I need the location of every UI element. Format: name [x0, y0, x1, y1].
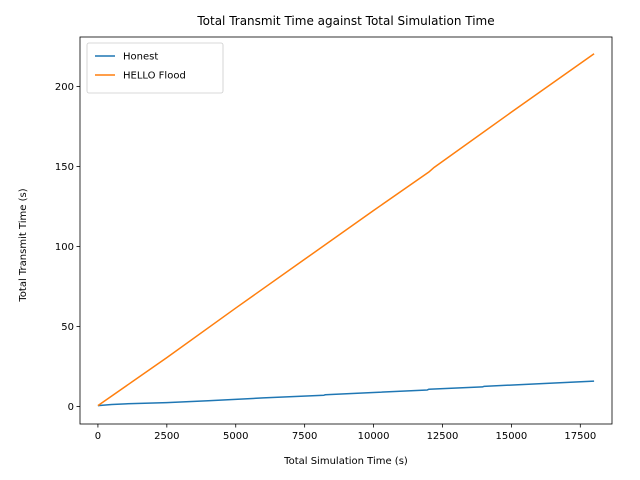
- series-line-honest: [97, 380, 595, 407]
- legend-label: HELLO Flood: [123, 71, 186, 82]
- x-tick-label: 17500: [564, 431, 596, 442]
- y-axis-label: Total Transmit Time (s): [18, 188, 29, 302]
- plot-area: 0 2500 5000 7500 10000 12500 15000 17500 0 50 100 1…: [55, 36, 613, 442]
- x-tick-label: 5000: [223, 431, 248, 442]
- x-tick-label: 12500: [427, 431, 459, 442]
- y-tick-label: 100: [55, 242, 74, 253]
- x-tick-label: 2500: [154, 431, 179, 442]
- y-tick-label: 150: [55, 162, 74, 173]
- legend-box: [86, 42, 224, 94]
- y-tick-label: 200: [55, 82, 74, 93]
- legend-label: Honest: [123, 52, 158, 63]
- x-tick-label: 7500: [292, 431, 317, 442]
- series-line-hello-flood: [97, 53, 595, 407]
- x-tick-label: 15000: [495, 431, 527, 442]
- chart-title: Total Transmit Time against Total Simula…: [196, 14, 494, 28]
- x-tick-label: 10000: [358, 431, 390, 442]
- y-tick-label: 50: [61, 322, 74, 333]
- y-tick-label: 0: [68, 402, 74, 413]
- axes-frame: [79, 36, 613, 425]
- x-axis-label: Total Simulation Time (s): [283, 456, 408, 467]
- x-tick-label: 0: [95, 431, 101, 442]
